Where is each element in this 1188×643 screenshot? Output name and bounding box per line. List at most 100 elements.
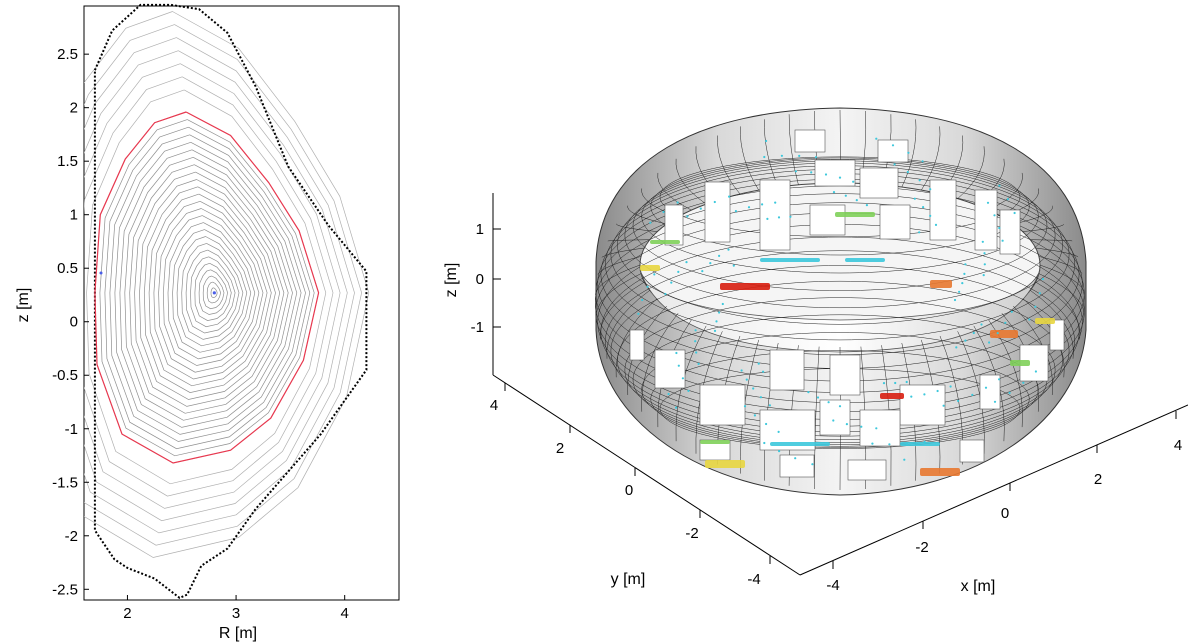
field-vector-dot	[816, 396, 820, 399]
flux-contour	[86, 89, 327, 485]
field-vector-dot	[838, 176, 842, 179]
port-opening	[759, 179, 791, 251]
flux-contours	[84, 11, 370, 558]
field-vector-dot	[953, 298, 957, 302]
field-vector-dot	[1004, 321, 1007, 324]
port-opening	[654, 349, 686, 389]
mesh-meridian	[606, 290, 650, 359]
y-tick-label: 2	[70, 100, 78, 117]
heat-load-mark	[650, 240, 680, 244]
flux-contour	[176, 236, 248, 347]
x-axis-label: x [m]	[961, 578, 996, 595]
y-tick-label: -2	[685, 525, 698, 542]
flux-contour	[162, 215, 260, 366]
y-tick-label: 1	[70, 207, 78, 224]
port-opening	[1049, 319, 1065, 351]
field-vector-dot	[972, 331, 975, 335]
field-vector-dot	[715, 320, 718, 323]
flux-contour	[119, 149, 298, 428]
field-vector-dot	[981, 240, 984, 243]
flux-contour	[129, 164, 289, 414]
field-vector-dot	[980, 323, 983, 326]
mesh-meridian	[814, 346, 820, 490]
field-vector-dot	[721, 302, 724, 306]
flux-contour	[134, 171, 285, 407]
mesh-meridian	[595, 273, 642, 320]
heat-load-highlights	[637, 137, 1055, 476]
mesh-meridian	[957, 146, 985, 199]
y-axis-line	[492, 374, 801, 576]
field-vector-dot	[907, 151, 910, 154]
field-vector-dot	[988, 341, 991, 344]
field-vector-dot	[824, 173, 828, 176]
field-vector-dot	[983, 263, 986, 266]
field-vector-dot	[653, 273, 656, 276]
heat-load-mark	[640, 265, 660, 271]
field-vector-dot	[681, 377, 685, 380]
flux-contour	[143, 186, 276, 393]
heat-load-mark	[880, 393, 904, 399]
mesh-meridian	[595, 264, 641, 301]
mesh-meridian	[957, 331, 985, 454]
y-tick-label: 1.5	[57, 153, 78, 170]
mesh-meridian	[1030, 290, 1074, 359]
flux-contour	[153, 200, 268, 380]
field-vector-dot	[685, 261, 688, 264]
field-vector-dot	[686, 215, 689, 218]
field-vector-dot	[929, 214, 932, 217]
port-opening	[974, 189, 998, 251]
x-tick-label: 2	[123, 605, 131, 622]
z-tick-label: 0	[476, 271, 484, 288]
axes-box	[492, 193, 1188, 576]
field-vector-dot	[845, 423, 849, 426]
field-vector-dot	[709, 262, 712, 265]
field-vector-dot	[662, 210, 665, 214]
vessel-3d-plot: 1 0 -1 z [m] 4 2 0 -2 -4 y [m] -4 -2	[443, 107, 1188, 595]
field-vector-dot	[807, 391, 810, 394]
field-vector-dot	[827, 401, 830, 404]
field-vector-dot	[918, 179, 921, 182]
field-vector-dot	[855, 199, 858, 202]
y-tick-label: 2	[556, 440, 564, 457]
field-vector-dot	[774, 201, 777, 204]
field-vector-dot	[718, 254, 721, 257]
x-tick-label: 2	[1094, 471, 1102, 488]
y-axis-label: z [m]	[15, 288, 32, 323]
field-vector-dot	[929, 188, 932, 191]
port-opening	[699, 384, 746, 426]
field-vector-dot	[996, 332, 999, 335]
field-vector-dot	[1022, 381, 1025, 384]
port-opening	[929, 179, 957, 241]
port-opening	[877, 139, 909, 163]
flux-contour	[185, 249, 240, 334]
field-vector-dot	[949, 385, 952, 388]
field-vector-dot	[677, 364, 680, 367]
field-vector-dot	[759, 396, 763, 399]
field-vector-dot	[765, 422, 768, 426]
field-vector-dot	[984, 386, 988, 389]
heat-load-mark	[720, 283, 770, 290]
field-vector-dot	[641, 298, 644, 302]
field-vector-dot	[865, 204, 869, 207]
field-vector-dot	[1028, 318, 1031, 321]
heat-load-mark	[900, 442, 940, 446]
field-vector-dot	[1034, 370, 1037, 373]
field-vector-dot	[794, 170, 798, 173]
x-tick-label: -4	[826, 577, 839, 594]
field-vector-dot	[894, 381, 897, 385]
field-vector-dot	[964, 263, 967, 266]
inner-wall-marker	[99, 271, 103, 275]
field-vector-dot	[649, 221, 652, 224]
mesh-meridian	[641, 313, 679, 412]
x-tick-label: 0	[1001, 505, 1009, 522]
field-vector-dot	[1041, 278, 1044, 281]
mesh-ring	[610, 265, 1070, 437]
field-vector-dot	[789, 215, 792, 218]
port-opening	[847, 459, 887, 481]
heat-load-mark	[770, 442, 830, 446]
field-vector-dot	[934, 223, 938, 226]
flux-contour	[194, 262, 232, 321]
port-opening	[979, 374, 1001, 410]
field-vector-dot	[675, 406, 678, 409]
